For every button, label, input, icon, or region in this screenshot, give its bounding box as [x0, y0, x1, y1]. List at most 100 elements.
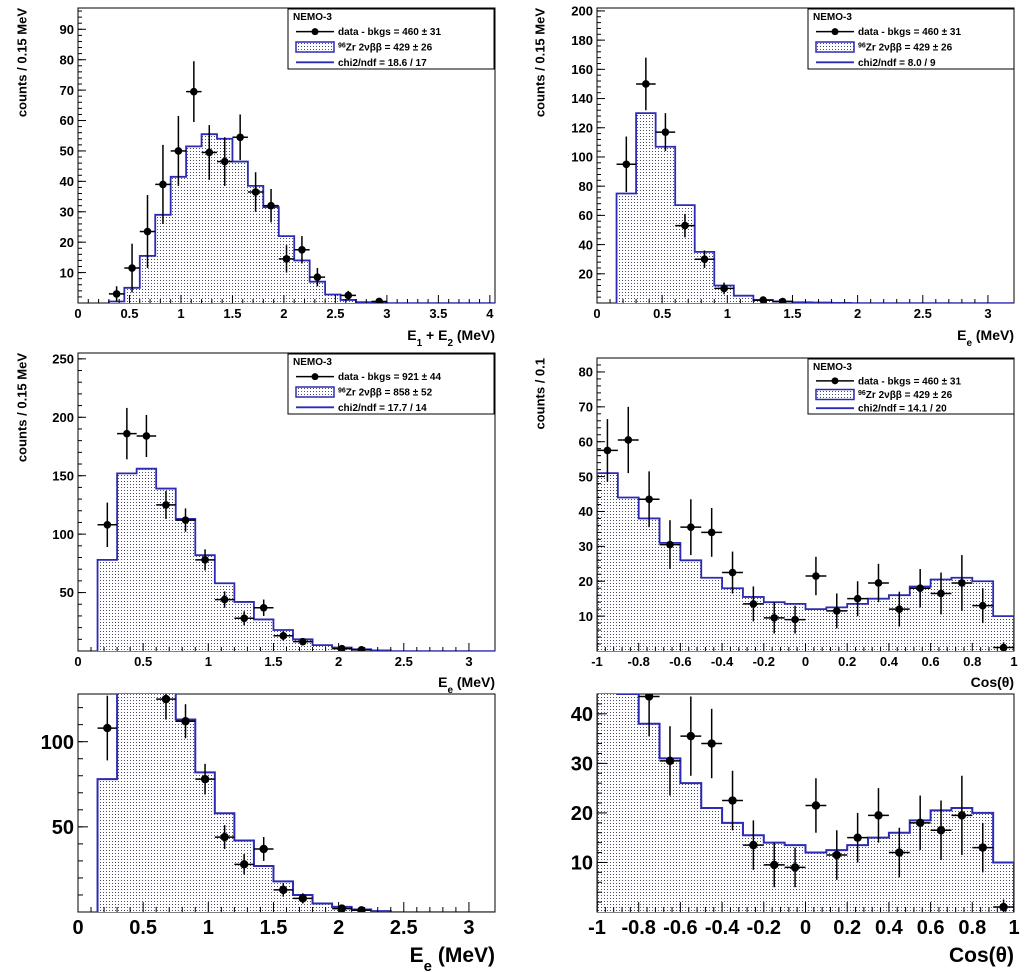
x-tick-label: 1 [724, 306, 731, 321]
data-point [770, 614, 779, 622]
y-tick-label: 60 [579, 434, 593, 449]
mc-line [107, 133, 388, 303]
x-axis-title: Cos(θ) [949, 944, 1014, 967]
data-point [937, 589, 945, 598]
y-tick-label: 160 [571, 62, 593, 77]
data-point [267, 201, 275, 210]
data-point [220, 157, 229, 166]
data-point [749, 600, 758, 608]
data-point [895, 605, 904, 613]
x-tick-label: -0.4 [705, 917, 740, 939]
data-point [707, 528, 716, 537]
data-points [616, 57, 793, 303]
x-axis-title: Ee (MeV) [410, 944, 495, 972]
legend-entry-label: chi2/ndf = 14.1 / 20 [858, 404, 947, 415]
data-point [707, 739, 716, 748]
x-tick-label: 0.5 [653, 306, 671, 321]
legend: NEMO-3 data - bkgs = 460 ± 31 96Zr 2νββ = … [807, 8, 1015, 70]
data-point [200, 774, 210, 784]
data-point [700, 255, 709, 263]
y-tick-label: 40 [579, 237, 593, 252]
y-tick-label: 50 [60, 144, 74, 159]
data-point [681, 221, 689, 230]
x-tick-label: -0.2 [747, 917, 781, 939]
x-tick-label: 3 [465, 654, 472, 669]
data-point [895, 848, 904, 857]
y-tick-label: 40 [571, 704, 593, 726]
x-tick-label: -0.8 [627, 654, 649, 669]
legend-entry-label: chi2/ndf = 17.7 / 14 [338, 403, 427, 414]
x-tick-label: -0.6 [663, 917, 697, 939]
x-axis-title: Cos(θ) [971, 674, 1014, 690]
data-point [357, 906, 366, 912]
data-point [259, 844, 268, 854]
y-tick-label: 100 [52, 527, 74, 542]
data-point [720, 284, 728, 293]
y-tick-label: 120 [571, 120, 593, 135]
data-point [344, 291, 353, 300]
y-tick-label: 70 [60, 83, 74, 98]
legend-box [287, 353, 495, 415]
x-axis-title: Ee (MeV) [957, 327, 1014, 349]
legend-mc-symbol [815, 41, 855, 53]
data-points [638, 694, 1014, 912]
data-point [759, 296, 767, 303]
x-tick-label: 1 [177, 306, 184, 321]
y-tick-label: 180 [571, 33, 593, 48]
legend-data-marker [831, 377, 839, 385]
data-point [622, 160, 631, 169]
data-point [832, 850, 841, 860]
y-tick-label: 100 [571, 150, 593, 165]
mc-line [96, 694, 392, 912]
chart-panel-6: -1 -0.8 -0.6 -0.4 -0.2 0 0.2 0.4 0.6 0.8 1 10 20 30 40… [571, 693, 1020, 967]
mc-histogram [597, 472, 1014, 651]
data-point [298, 637, 307, 646]
data-points [97, 694, 372, 912]
mc-line [597, 694, 1014, 912]
data-point [298, 894, 307, 903]
y-axis-title: counts / 0.15 MeV [15, 8, 30, 117]
y-tick-label: 10 [571, 853, 593, 875]
y-tick-label: 20 [60, 235, 74, 250]
mc-fill [97, 694, 391, 912]
y-tick-label: 30 [579, 539, 593, 554]
x-tick-label: -1 [588, 917, 606, 939]
y-tick-label: 30 [60, 204, 74, 219]
legend-data-marker [311, 373, 319, 381]
data-point [778, 297, 787, 303]
x-tick-label: 3.5 [429, 306, 447, 321]
mc-line [597, 472, 1014, 651]
data-point [159, 180, 167, 189]
y-tick-label: 10 [579, 609, 593, 624]
x-tick-label: 0.2 [833, 917, 861, 939]
legend-box [287, 8, 495, 70]
x-tick-label: -0.8 [621, 917, 655, 939]
data-point [128, 264, 136, 272]
y-tick-label: 20 [579, 574, 593, 589]
data-point [279, 885, 288, 895]
x-tick-label: 0 [72, 917, 83, 939]
data-point [645, 495, 653, 504]
data-point [999, 902, 1008, 912]
x-tick-label: 2.5 [395, 654, 413, 669]
data-point [666, 540, 674, 549]
x-tick-label: 1.5 [260, 917, 288, 939]
legend-entry-label: 96Zr 2νββ = 429 ± 26 [338, 42, 433, 54]
data-point [181, 516, 190, 524]
data-point [853, 594, 862, 603]
data-point [220, 832, 229, 842]
data-point [143, 227, 152, 236]
legend-entry-label: 96Zr 2νββ = 429 ± 26 [858, 42, 953, 54]
mc-histogram [96, 467, 495, 651]
data-point [958, 579, 966, 587]
x-tick-label: 2.5 [914, 306, 932, 321]
legend-header: NEMO-3 [813, 362, 852, 373]
data-point [791, 615, 799, 624]
y-tick-label: 100 [41, 732, 74, 754]
x-tick-label: 1 [205, 654, 212, 669]
chart-panel-4: -1 -0.8 -0.6 -0.4 -0.2 0 0.2 0.4 0.6 0.8 1 10 20 30 40… [533, 357, 1018, 690]
y-tick-label: 80 [579, 365, 593, 380]
y-tick-label: 20 [571, 803, 593, 825]
data-point [790, 863, 800, 872]
